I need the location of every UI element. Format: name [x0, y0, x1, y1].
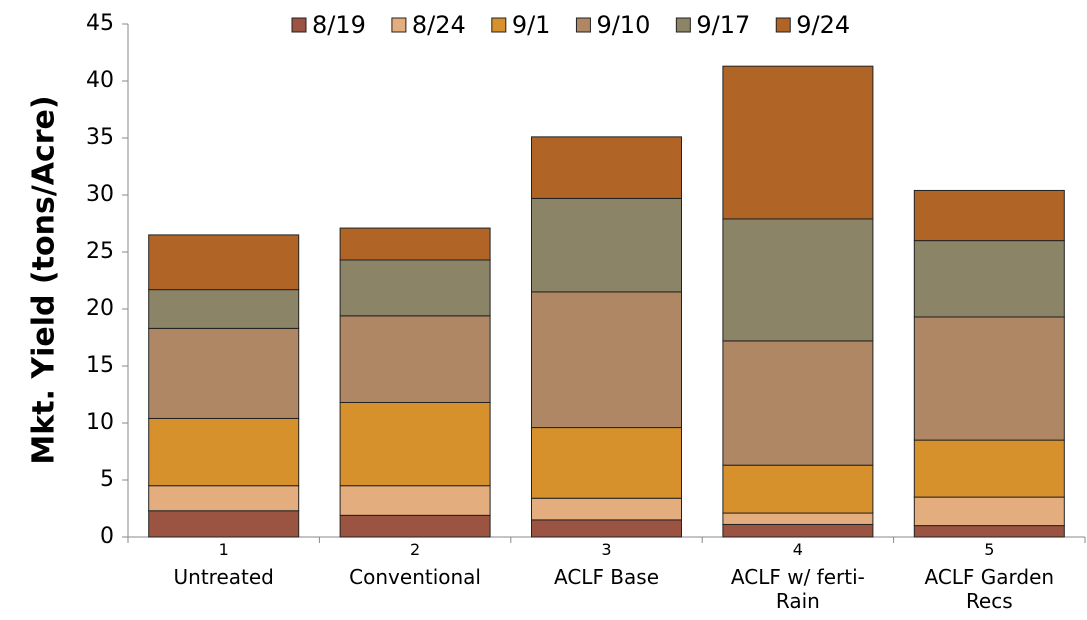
- bar-segment: [531, 497, 682, 521]
- bar-segment: [722, 523, 874, 538]
- legend-swatch: [775, 17, 791, 33]
- bar-segment: [913, 439, 1065, 498]
- bar-segment: [913, 496, 1065, 527]
- legend-label: 8/24: [412, 11, 466, 39]
- bar-segment: [339, 315, 491, 403]
- x-tick-label: 2: [410, 540, 421, 559]
- bar-segment: [148, 289, 300, 329]
- legend-label: 9/1: [512, 11, 551, 39]
- legend-swatch: [291, 17, 307, 33]
- y-tick-label: 10: [86, 410, 114, 435]
- legend-swatch: [491, 17, 507, 33]
- bar-segment: [722, 464, 874, 514]
- y-tick-label: 40: [86, 68, 114, 93]
- y-tick-label: 35: [86, 125, 114, 150]
- bar-segment: [531, 427, 682, 499]
- x-tick-label: 5: [984, 540, 995, 559]
- bar-segment: [339, 227, 491, 261]
- y-tick-label: 20: [86, 296, 114, 321]
- legend-swatch: [575, 17, 591, 33]
- bar-segment: [148, 510, 300, 538]
- bar-segment: [339, 259, 491, 317]
- category-name: Conventional: [349, 565, 481, 589]
- legend-label: 8/19: [312, 11, 366, 39]
- bar-segment: [913, 316, 1065, 441]
- bar-segment: [913, 525, 1065, 538]
- category-name: ACLF Garden Recs: [924, 565, 1055, 613]
- bar-segment: [339, 485, 491, 516]
- y-tick-label: 5: [100, 467, 114, 492]
- bar-segment: [531, 136, 682, 199]
- legend-label: 9/24: [796, 11, 850, 39]
- category-name: Untreated: [173, 565, 274, 589]
- bar-segment: [722, 340, 874, 466]
- y-tick-label: 15: [86, 353, 114, 378]
- bar-segment: [531, 519, 682, 538]
- legend-swatch: [675, 17, 691, 33]
- category-name: ACLF w/ ferti-Rain: [730, 565, 865, 613]
- bar-segment: [148, 327, 300, 419]
- legend-swatch: [391, 17, 407, 33]
- bar-segment: [722, 218, 874, 342]
- bar-segment: [339, 514, 491, 538]
- bar-segment: [148, 234, 300, 291]
- bar-segment: [531, 197, 682, 293]
- bar-segment: [722, 65, 874, 220]
- legend-label: 9/10: [596, 11, 650, 39]
- bar-segment: [531, 291, 682, 429]
- x-tick-label: 4: [792, 540, 803, 559]
- bar-segment: [913, 240, 1065, 318]
- y-tick-label: 45: [86, 11, 114, 36]
- bar-segment: [148, 417, 300, 487]
- y-axis-label: Mkt. Yield (tons/Acre): [27, 95, 62, 464]
- y-tick-label: 30: [86, 182, 114, 207]
- y-tick-label: 25: [86, 239, 114, 264]
- bar-segment: [339, 401, 491, 487]
- bar-segment: [913, 189, 1065, 242]
- category-name: ACLF Base: [554, 565, 659, 589]
- bar-segment: [148, 485, 300, 512]
- legend-label: 9/17: [696, 11, 750, 39]
- y-tick-label: 0: [100, 524, 114, 549]
- x-tick-label: 3: [601, 540, 612, 559]
- bar-segment: [722, 512, 874, 525]
- x-tick-label: 1: [218, 540, 229, 559]
